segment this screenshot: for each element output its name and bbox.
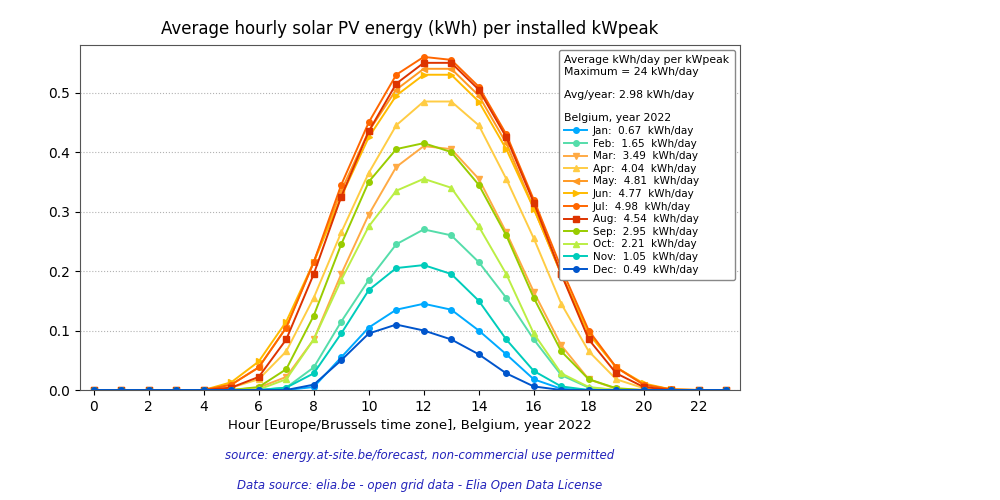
Legend: Jan:  0.67  kWh/day, Feb:  1.65  kWh/day, Mar:  3.49  kWh/day, Apr:  4.04  kWh/d: Jan: 0.67 kWh/day, Feb: 1.65 kWh/day, Ma… <box>559 50 735 280</box>
X-axis label: Hour [Europe/Brussels time zone], Belgium, year 2022: Hour [Europe/Brussels time zone], Belgiu… <box>228 420 592 432</box>
Text: source: energy.at-site.be/forecast, non-commercial use permitted: source: energy.at-site.be/forecast, non-… <box>225 448 615 462</box>
Title: Average hourly solar PV energy (kWh) per installed kWpeak: Average hourly solar PV energy (kWh) per… <box>161 20 659 38</box>
Text: Data source: elia.be - open grid data - Elia Open Data License: Data source: elia.be - open grid data - … <box>237 478 603 492</box>
